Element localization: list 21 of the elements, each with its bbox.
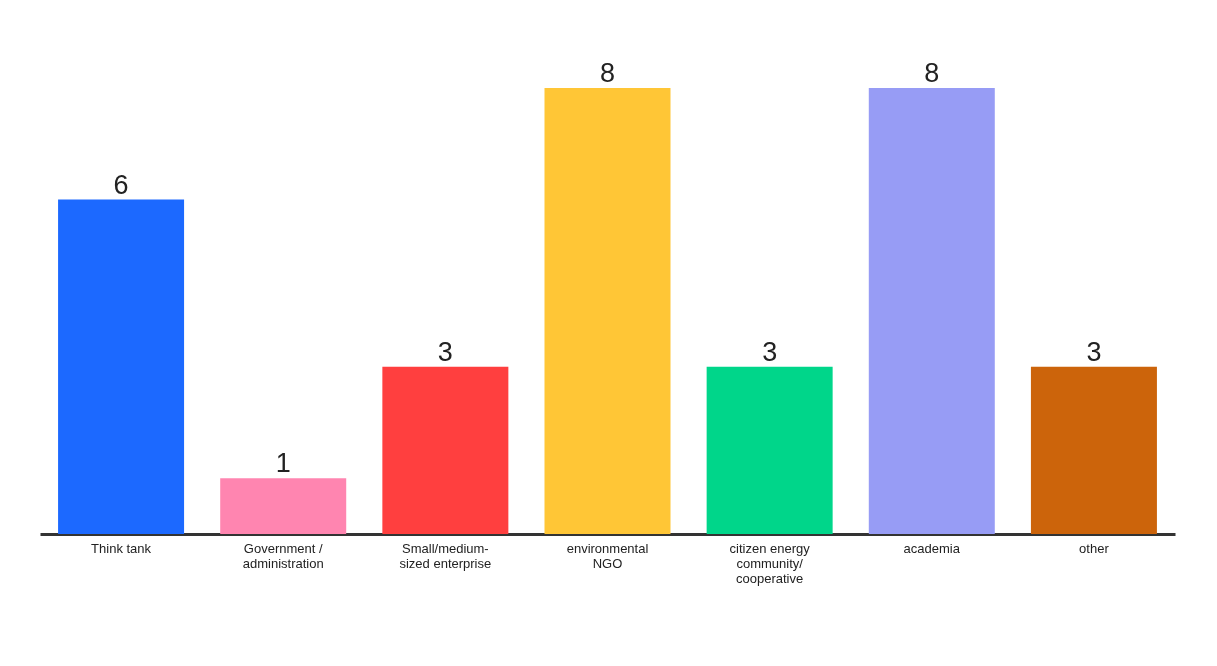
x-tick-label: Small/medium-sized enterprise xyxy=(399,540,492,571)
x-tick-label: academia xyxy=(903,540,961,556)
bar xyxy=(58,199,185,534)
data-label: 8 xyxy=(924,58,940,88)
bar xyxy=(382,366,509,534)
data-label: 3 xyxy=(762,336,778,367)
bar xyxy=(868,88,995,534)
bar xyxy=(544,88,671,534)
data-label: 6 xyxy=(113,169,129,200)
bar xyxy=(220,478,347,534)
data-label: 3 xyxy=(1086,336,1102,367)
x-tick-label: other xyxy=(1079,540,1110,556)
data-label: 1 xyxy=(275,448,291,479)
x-tick-label: environmental NGO xyxy=(566,540,649,571)
x-tick-label: Think tank xyxy=(91,540,152,556)
bar xyxy=(1030,366,1157,534)
bar xyxy=(706,366,833,534)
x-tick-label: citizen energy community/ cooperative xyxy=(729,540,811,586)
data-label: 8 xyxy=(599,58,616,88)
data-label: 3 xyxy=(437,336,453,367)
x-tick-label: Government / administration xyxy=(242,540,324,571)
